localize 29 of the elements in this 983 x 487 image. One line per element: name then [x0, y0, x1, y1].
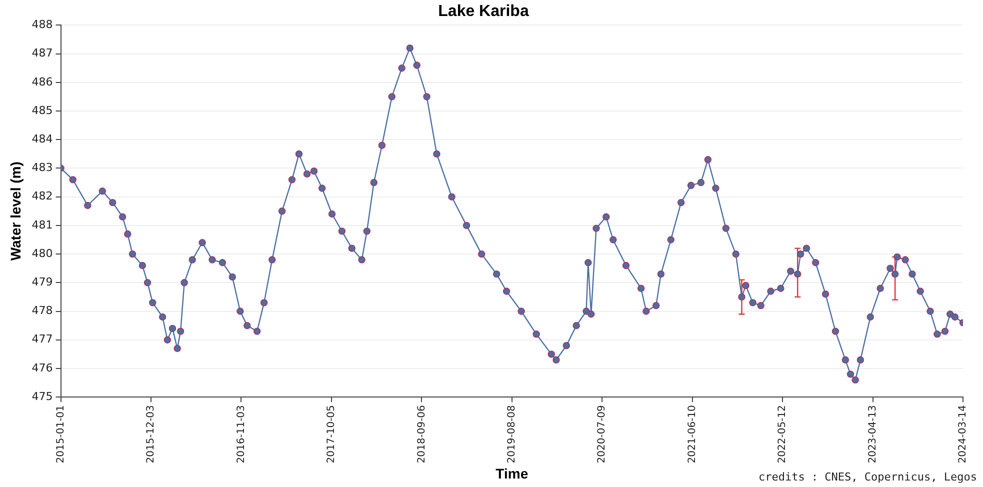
- x-tick-label: 2024-03-14: [958, 405, 969, 464]
- y-tick-label: 479: [32, 276, 53, 289]
- x-tick-label: 2021-06-10: [686, 405, 698, 464]
- y-axis-title: Water level (m): [7, 162, 24, 261]
- x-axis-title: Time: [496, 465, 528, 482]
- chart-title: Lake Kariba: [438, 3, 529, 20]
- x-tick-label: 2022-05-12: [777, 405, 788, 464]
- y-tick-label: 487: [32, 46, 53, 60]
- x-tick-label: 2023-04-13: [867, 405, 878, 464]
- y-tick-label: 480: [32, 246, 53, 260]
- y-tick-label: 484: [32, 132, 53, 146]
- x-tick-label: 2019-08-08: [506, 405, 518, 464]
- y-tick-label: 485: [32, 104, 53, 117]
- y-tick-label: 475: [32, 390, 53, 403]
- y-tick-label: 488: [32, 18, 53, 32]
- y-tick-label: 482: [32, 190, 53, 203]
- x-tick-label: 2016-11-03: [236, 405, 247, 464]
- x-tick-label: 2015-01-01: [55, 405, 66, 464]
- y-tick-label: 476: [32, 361, 53, 374]
- y-tick-label: 477: [32, 332, 53, 346]
- y-tick-label: 483: [32, 161, 53, 174]
- x-tick-label: 2018-09-06: [416, 405, 428, 464]
- x-tick-label: 2015-12-03: [146, 405, 157, 464]
- x-tick-label: 2017-10-05: [326, 405, 338, 464]
- y-tick-label: 481: [32, 218, 53, 232]
- y-tick-label: 478: [32, 304, 53, 318]
- text: credits : CNES, Copernicus, Legos: [758, 470, 977, 484]
- y-tick-label: 486: [32, 75, 53, 88]
- x-tick-label: 2020-07-09: [596, 405, 608, 464]
